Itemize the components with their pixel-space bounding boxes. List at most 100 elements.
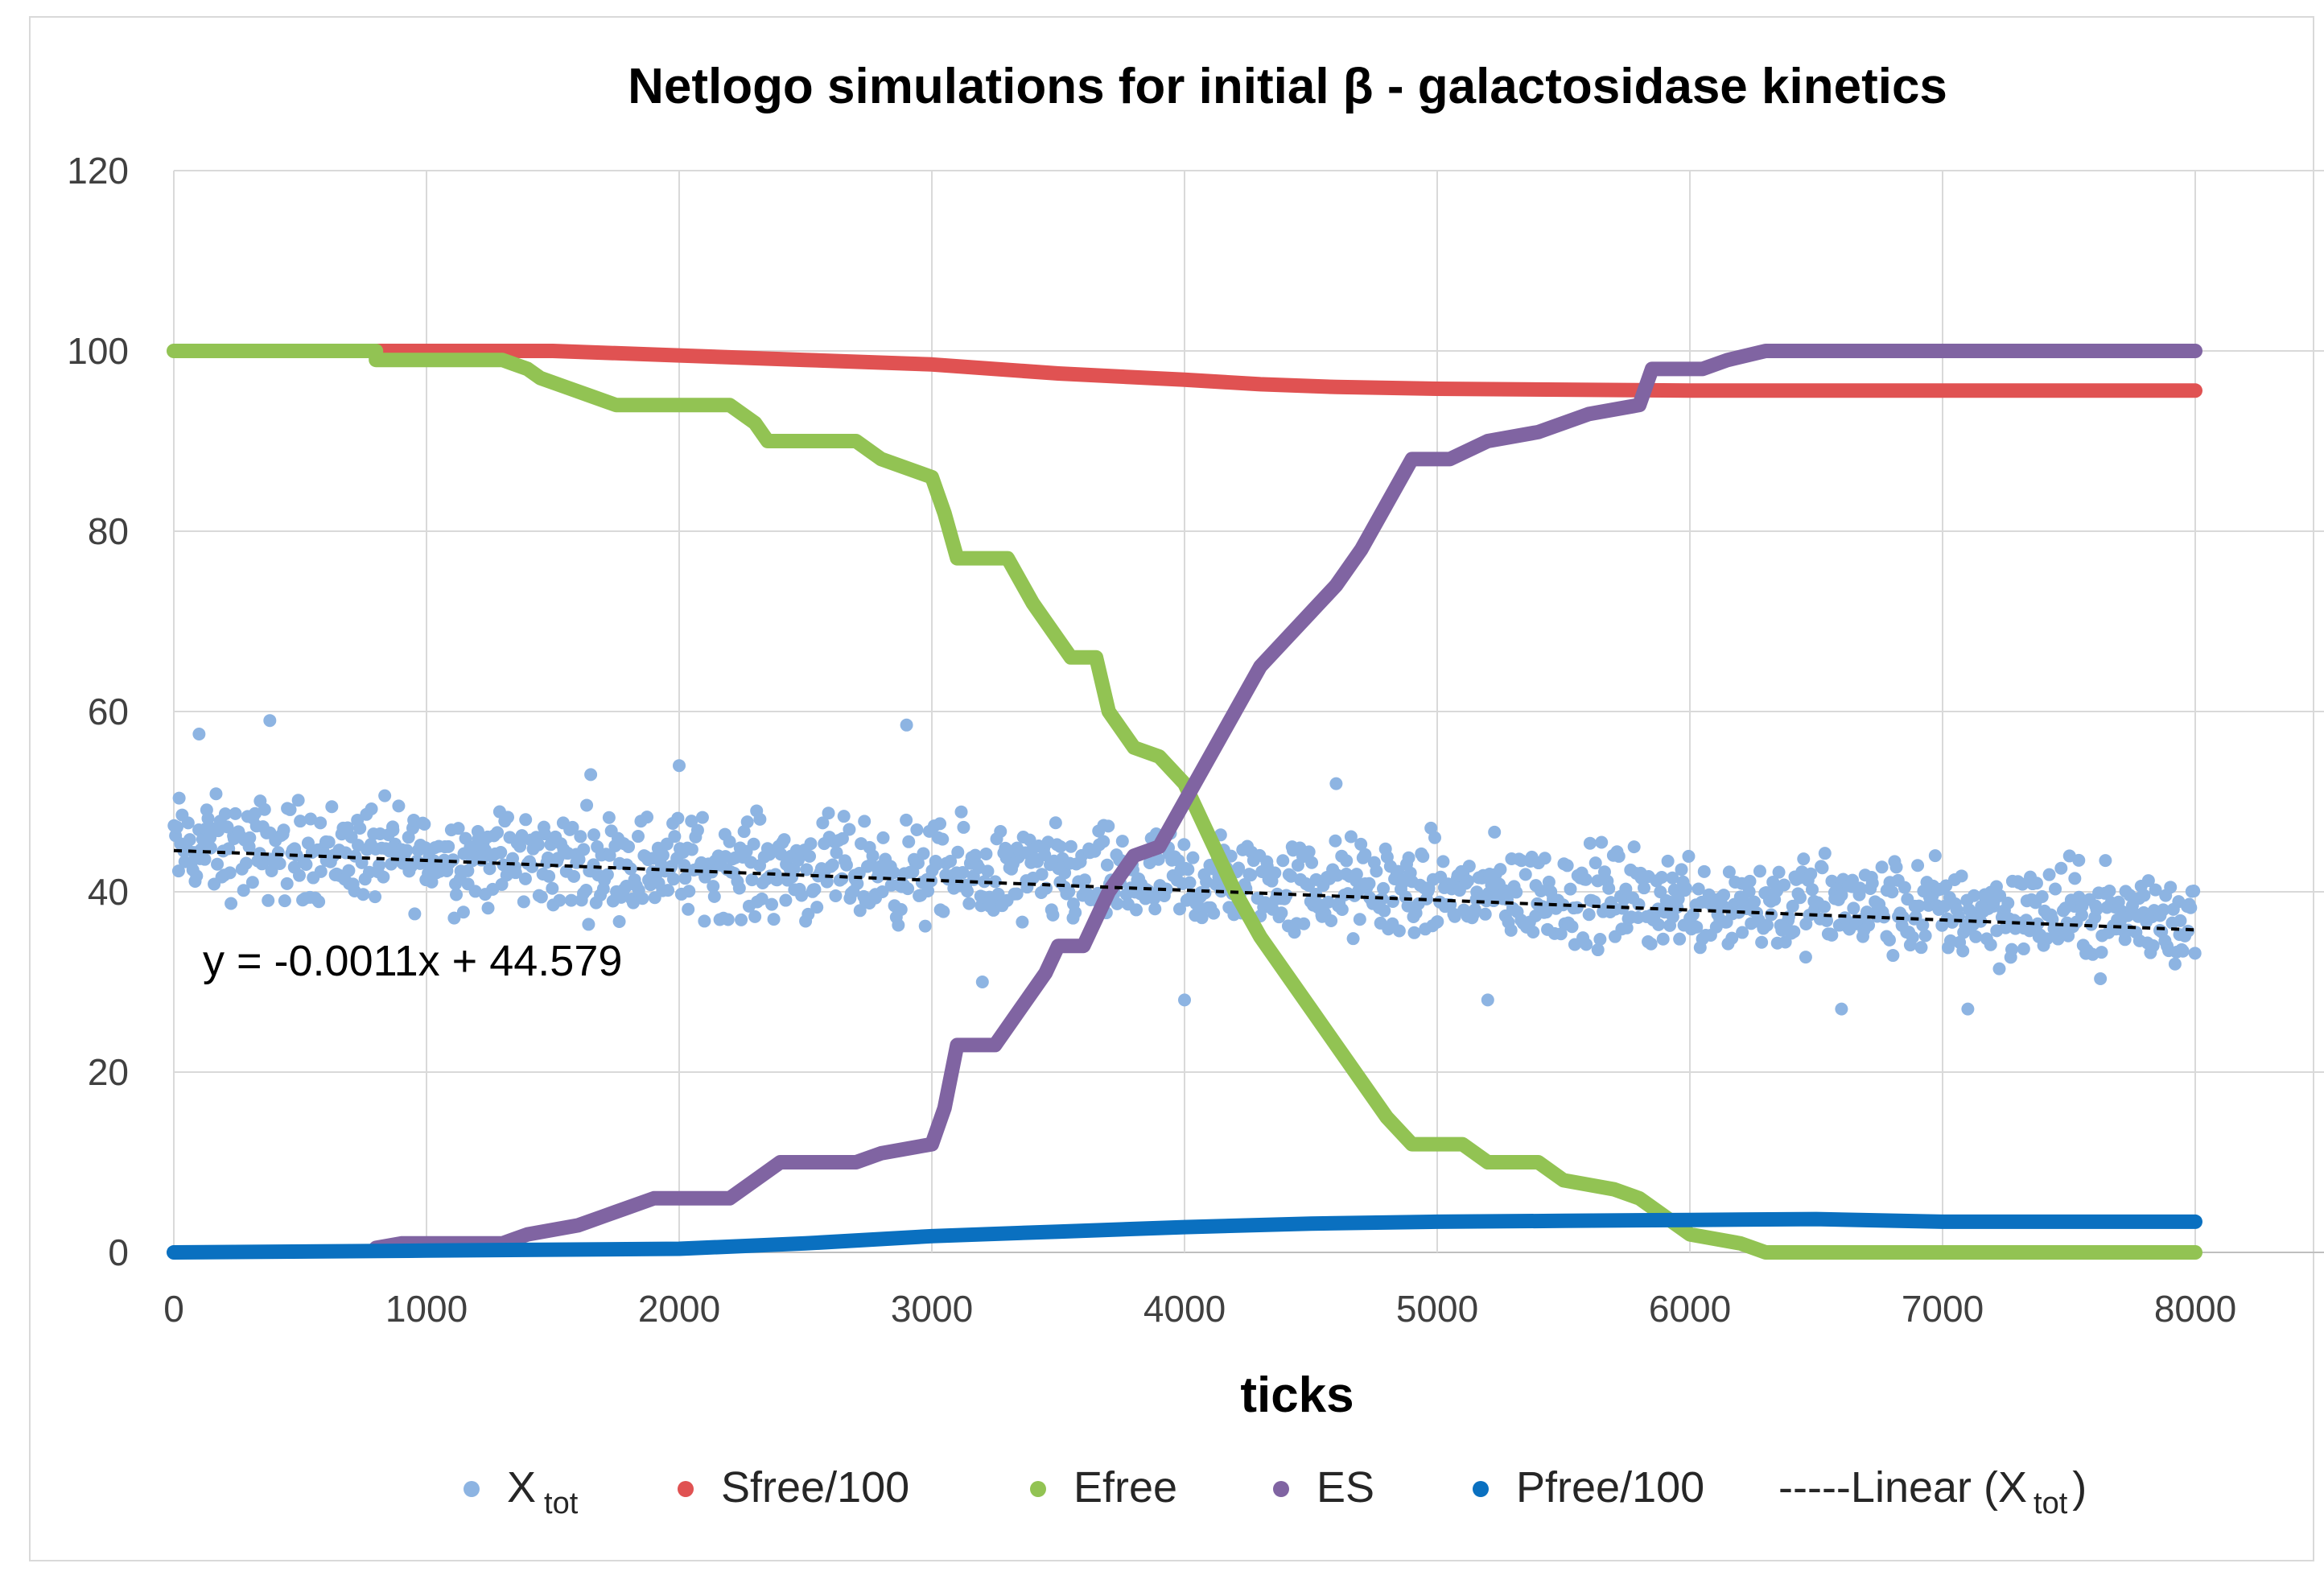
scatter-point-xtot xyxy=(192,728,206,740)
scatter-point-xtot xyxy=(211,857,225,871)
scatter-point-xtot xyxy=(447,853,460,867)
scatter-point-xtot xyxy=(2068,872,2082,885)
scatter-point-xtot xyxy=(774,848,788,861)
scatter-point-xtot xyxy=(2054,861,2068,875)
scatter-point-xtot xyxy=(929,858,943,872)
scatter-point-xtot xyxy=(1717,889,1731,902)
scatter-point-xtot xyxy=(777,833,791,847)
scatter-point-xtot xyxy=(740,815,754,829)
scatter-point-xtot xyxy=(956,866,970,880)
scatter-point-xtot xyxy=(1955,869,1968,883)
scatter-point-xtot xyxy=(1035,868,1049,881)
scatter-point-xtot xyxy=(1110,897,1124,910)
scatter-point-xtot xyxy=(277,823,290,837)
scatter-point-xtot xyxy=(1806,883,1819,897)
scatter-point-xtot xyxy=(369,890,382,904)
scatter-point-xtot xyxy=(456,905,470,919)
scatter-point-xtot xyxy=(1742,885,1756,898)
y-tick-label: 100 xyxy=(67,330,129,372)
scatter-point-xtot xyxy=(1644,937,1658,951)
scatter-point-xtot xyxy=(312,895,326,909)
scatter-point-xtot xyxy=(2103,885,2116,898)
scatter-point-xtot xyxy=(1097,835,1110,848)
scatter-point-xtot xyxy=(304,812,318,826)
scatter-point-xtot xyxy=(957,820,970,834)
scatter-point-xtot xyxy=(1100,858,1114,872)
scatter-point-xtot xyxy=(518,872,532,885)
scatter-point-xtot xyxy=(876,831,890,844)
scatter-point-xtot xyxy=(721,913,735,926)
y-tick-label: 0 xyxy=(108,1231,129,1273)
scatter-point-xtot xyxy=(378,789,392,802)
scatter-point-xtot xyxy=(538,827,551,841)
scatter-point-xtot xyxy=(991,887,1005,901)
scatter-point-xtot xyxy=(1772,865,1786,879)
scatter-point-xtot xyxy=(830,846,843,860)
scatter-point-xtot xyxy=(1510,885,1523,899)
scatter-point-xtot xyxy=(1679,881,1693,895)
scatter-point-xtot xyxy=(835,831,849,845)
scatter-point-xtot xyxy=(1198,886,1212,900)
scatter-point-xtot xyxy=(245,876,259,889)
series-line-sfree-100 xyxy=(369,344,2202,398)
scatter-point-xtot xyxy=(209,787,223,801)
scatter-series xyxy=(167,714,2202,1016)
scatter-point-xtot xyxy=(1583,836,1597,850)
scatter-point-xtot xyxy=(2075,908,2088,922)
scatter-point-xtot xyxy=(1835,889,1848,902)
scatter-point-xtot xyxy=(632,830,645,844)
scatter-point-xtot xyxy=(2141,874,2155,888)
scatter-point-xtot xyxy=(481,901,495,915)
scatter-point-xtot xyxy=(450,888,464,901)
scatter-point-xtot xyxy=(580,798,594,812)
scatter-point-xtot xyxy=(810,901,824,914)
scatter-point-xtot xyxy=(582,918,595,931)
scatter-point-xtot xyxy=(1016,915,1029,929)
scatter-point-xtot xyxy=(1760,918,1774,932)
scatter-point-xtot xyxy=(1049,816,1062,830)
scatter-point-xtot xyxy=(876,885,889,898)
chart-title: Netlogo simulations for initial β - gala… xyxy=(628,59,1947,114)
scatter-point-xtot xyxy=(1448,910,1461,923)
scatter-point-xtot xyxy=(2188,947,2202,960)
scatter-point-xtot xyxy=(258,802,271,816)
scatter-point-xtot xyxy=(579,884,593,897)
scatter-point-xtot xyxy=(936,832,950,846)
scatter-point-xtot xyxy=(1992,962,2006,976)
scatter-point-xtot xyxy=(1593,933,1607,947)
scatter-point-xtot xyxy=(622,839,636,853)
scatter-point-xtot xyxy=(808,883,822,897)
scatter-point-xtot xyxy=(1956,944,1970,958)
y-tick-label: 80 xyxy=(88,510,129,552)
scatter-point-xtot xyxy=(1504,923,1518,937)
scatter-point-xtot xyxy=(1335,903,1349,917)
scatter-point-xtot xyxy=(1797,852,1811,866)
scatter-point-xtot xyxy=(641,811,654,824)
scatter-point-xtot xyxy=(1755,935,1769,949)
scatter-point-xtot xyxy=(1358,848,1372,861)
scatter-point-xtot xyxy=(225,897,238,910)
scatter-point-xtot xyxy=(2187,885,2201,898)
scatter-point-xtot xyxy=(1697,864,1711,878)
scatter-point-xtot xyxy=(1961,1002,1975,1016)
scatter-point-xtot xyxy=(1064,839,1078,853)
scatter-point-xtot xyxy=(682,885,696,898)
scatter-point-xtot xyxy=(1115,835,1129,848)
scatter-point-xtot xyxy=(1279,889,1293,902)
scatter-point-xtot xyxy=(262,893,275,907)
scatter-point-xtot xyxy=(299,858,313,872)
trendline xyxy=(173,848,2196,932)
scatter-point-xtot xyxy=(1329,777,1343,790)
scatter-point-xtot xyxy=(1968,889,1981,902)
scatter-point-xtot xyxy=(1675,863,1688,877)
scatter-point-xtot xyxy=(291,794,305,807)
legend-label-trendline: -----Linear (X tot) xyxy=(1778,1463,2087,1520)
scatter-point-xtot xyxy=(1518,868,1532,881)
scatter-point-xtot xyxy=(2090,902,2104,916)
scatter-point-xtot xyxy=(1431,915,1444,929)
scatter-point-xtot xyxy=(1570,901,1584,914)
x-tick-label: 2000 xyxy=(638,1288,720,1330)
x-tick-label: 7000 xyxy=(1902,1288,1984,1330)
scatter-point-xtot xyxy=(2035,889,2049,903)
